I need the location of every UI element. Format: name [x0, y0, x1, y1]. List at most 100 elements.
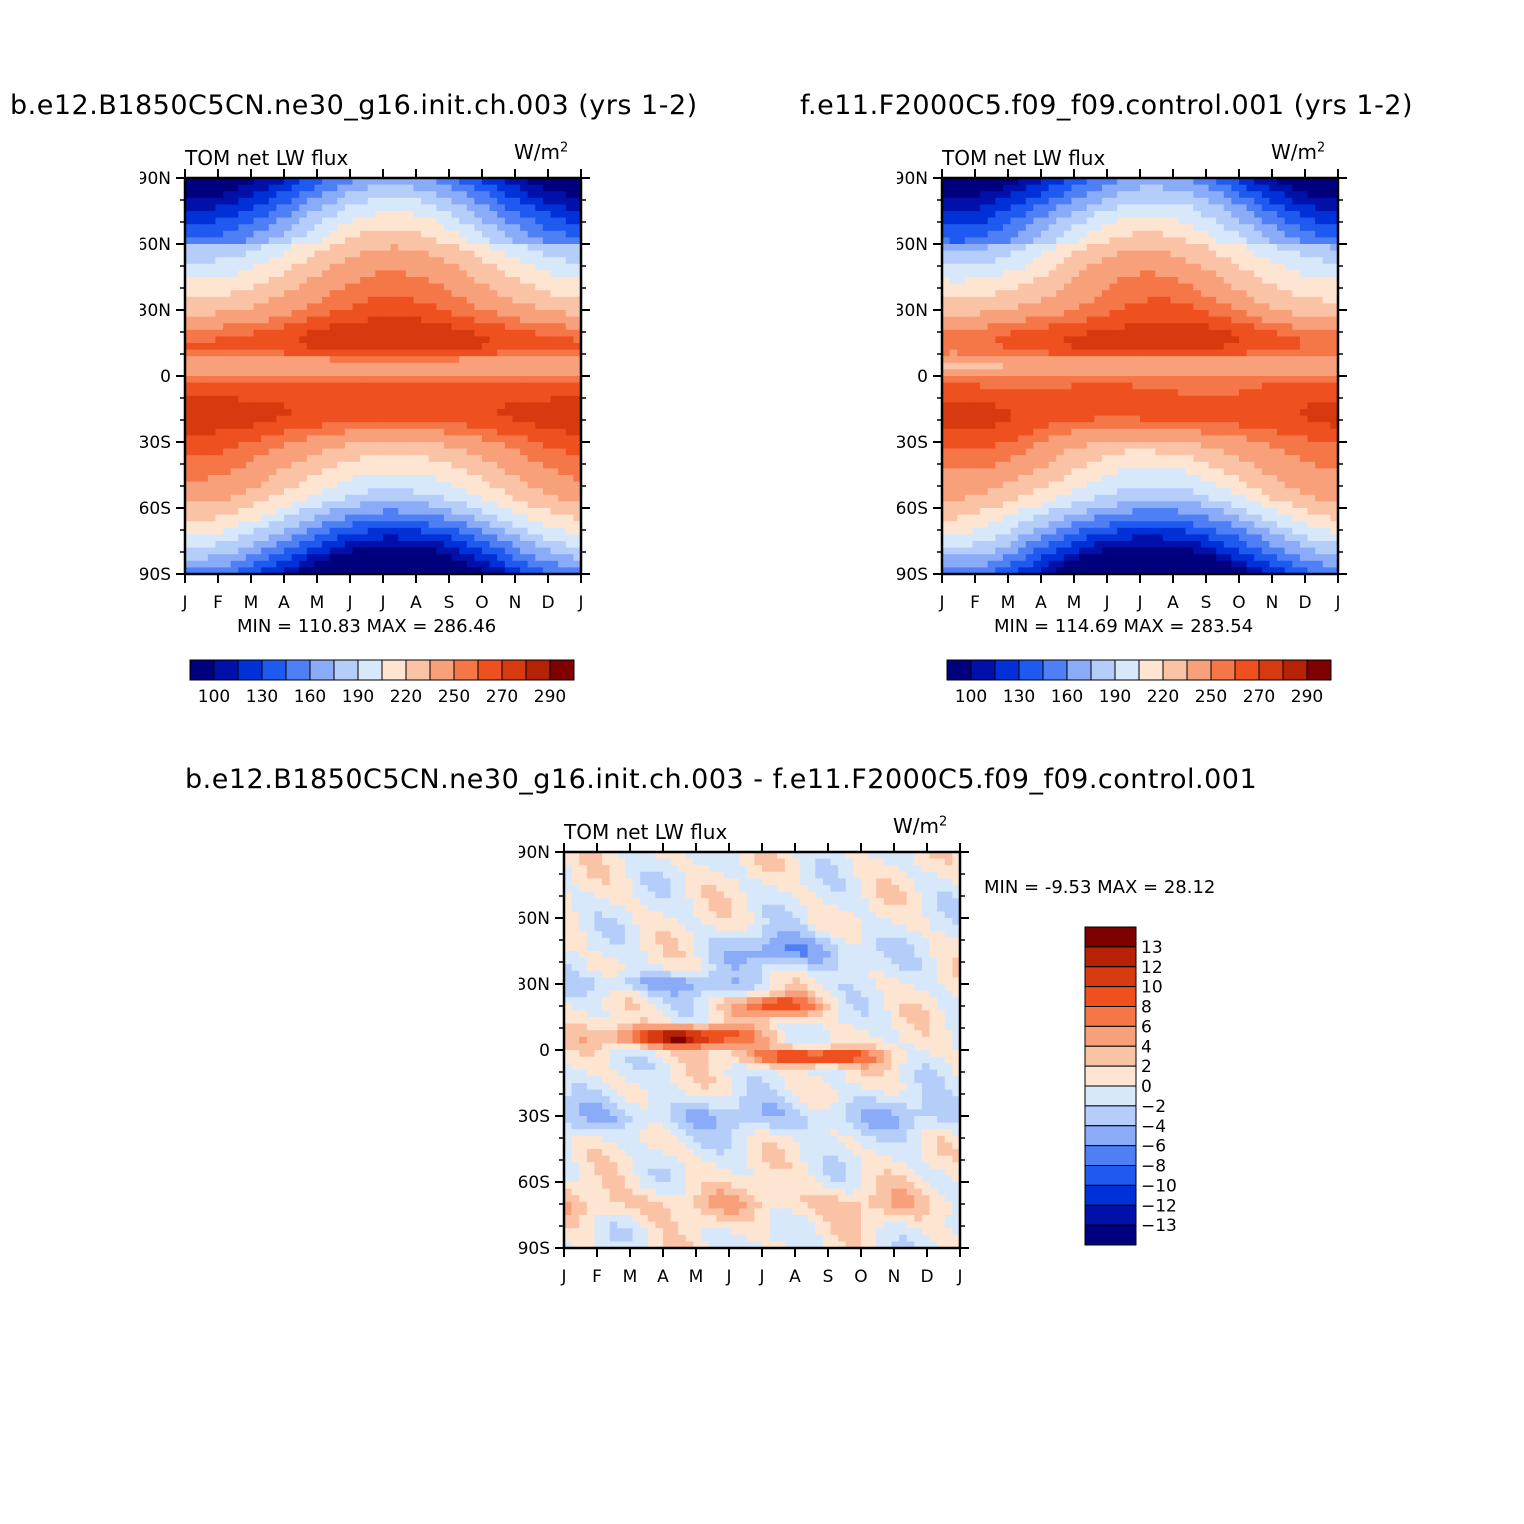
panel2-cell: [1018, 448, 1027, 456]
panel2-cell: [957, 290, 966, 298]
panel1-cell: [223, 481, 232, 489]
panel1-cell: [535, 468, 544, 476]
panel1-cell: [253, 362, 262, 370]
panel2-cell: [1063, 244, 1073, 252]
panel2-cell: [1063, 468, 1073, 476]
panel2-cell: [1109, 547, 1118, 555]
panel2-cell: [942, 343, 951, 351]
panel1-cell: [390, 217, 399, 225]
panel2-cell: [1018, 217, 1027, 225]
panel1-cell: [413, 521, 422, 529]
panel2-cell: [1101, 514, 1111, 522]
panel1-cell: [474, 323, 483, 331]
panel1-cell: [192, 468, 201, 476]
panel1-cell: [200, 422, 209, 430]
panel2-cell: [964, 230, 974, 238]
panel2-cell: [957, 376, 966, 384]
panel1-cell: [489, 448, 498, 456]
panel1-cell: [299, 204, 308, 212]
panel1-cell: [207, 204, 217, 212]
panel2-cell: [1002, 402, 1012, 410]
panel1-cell: [223, 303, 232, 311]
panel2-cell: [1079, 481, 1088, 489]
panel1-cell: [200, 527, 209, 535]
panel1-cell: [451, 547, 460, 555]
panel1-cell: [565, 303, 574, 311]
panel2-cell: [1124, 508, 1133, 516]
panel1-cell: [192, 336, 201, 344]
panel2-cell: [1048, 409, 1057, 417]
panel1-cell: [322, 508, 331, 516]
panel2-cell: [1155, 521, 1164, 529]
panel1-cell: [245, 395, 255, 403]
panel1-cell: [322, 395, 331, 403]
panel2-cell: [949, 224, 958, 232]
panel1-cell: [489, 494, 498, 502]
panel2-cell: [1048, 211, 1057, 219]
panel1-cell: [268, 448, 277, 456]
panel2-cell: [1018, 343, 1027, 351]
panel1-cell: [253, 422, 262, 430]
panel2-cell: [1101, 329, 1111, 337]
panel1-cell: [223, 567, 232, 575]
panel2-cell: [1086, 514, 1095, 522]
panel1-cell: [383, 382, 392, 390]
panel1-cell: [527, 435, 536, 443]
panel2-cell: [1002, 204, 1012, 212]
panel1-cell: [192, 534, 201, 542]
panel2-cell: [1117, 204, 1126, 212]
panel1-cell: [291, 237, 300, 245]
panel1-cell: [542, 250, 552, 258]
panel1-cell: [261, 402, 270, 410]
panel1-cell: [238, 395, 247, 403]
panel1-cell: [322, 250, 331, 258]
panel1-cell: [314, 567, 323, 575]
panel1-cell: [215, 461, 224, 469]
panel1-cell: [200, 402, 209, 410]
panel2-cell: [1018, 283, 1027, 291]
panel1-cell: [474, 501, 483, 509]
panel2-cell: [980, 224, 989, 232]
panel2-cell: [1124, 224, 1133, 232]
panel1-cell: [268, 508, 277, 516]
panel1-cell: [512, 428, 521, 436]
panel1-cell: [497, 217, 506, 225]
panel1-cell: [565, 521, 574, 529]
panel1-cell: [230, 237, 239, 245]
panel1-cell: [550, 389, 559, 397]
panel1-cell: [322, 277, 331, 285]
panel2-cell: [1071, 296, 1080, 304]
panel1-cell: [482, 250, 491, 258]
panel2-cell: [1063, 323, 1073, 331]
panel1-cell: [306, 409, 316, 417]
panel2-cell: [1086, 250, 1095, 258]
panel2-cell: [980, 343, 989, 351]
panel1-cell: [520, 343, 529, 351]
panel1-cell: [535, 567, 544, 575]
panel2-cell: [964, 296, 974, 304]
panel2-cell: [1041, 547, 1050, 555]
panel1-cell: [329, 362, 338, 370]
panel1-cell: [405, 442, 415, 450]
panel1-cell: [245, 224, 255, 232]
panel1-cell: [482, 283, 491, 291]
panel2-cell: [949, 435, 958, 443]
panel2-cell: [957, 428, 966, 436]
panel1-cell: [238, 382, 247, 390]
panel1-cell: [542, 428, 552, 436]
panel1-cell: [383, 263, 392, 271]
panel1-cell: [573, 296, 582, 304]
panel1-cell: [383, 521, 392, 529]
panel2-cell: [1109, 184, 1118, 192]
panel1-cell: [390, 534, 399, 542]
panel1-cell: [238, 461, 247, 469]
panel2-cell: [1041, 329, 1050, 337]
panel1-cell: [223, 461, 232, 469]
panel2-cell: [1010, 547, 1019, 555]
panel1-cell: [535, 501, 544, 509]
panel1-cell: [200, 184, 209, 192]
panel1-xtick-label: A: [410, 593, 422, 613]
panel1-cell: [390, 422, 399, 430]
panel2-cell: [1094, 336, 1103, 344]
panel1-cell: [383, 541, 392, 549]
